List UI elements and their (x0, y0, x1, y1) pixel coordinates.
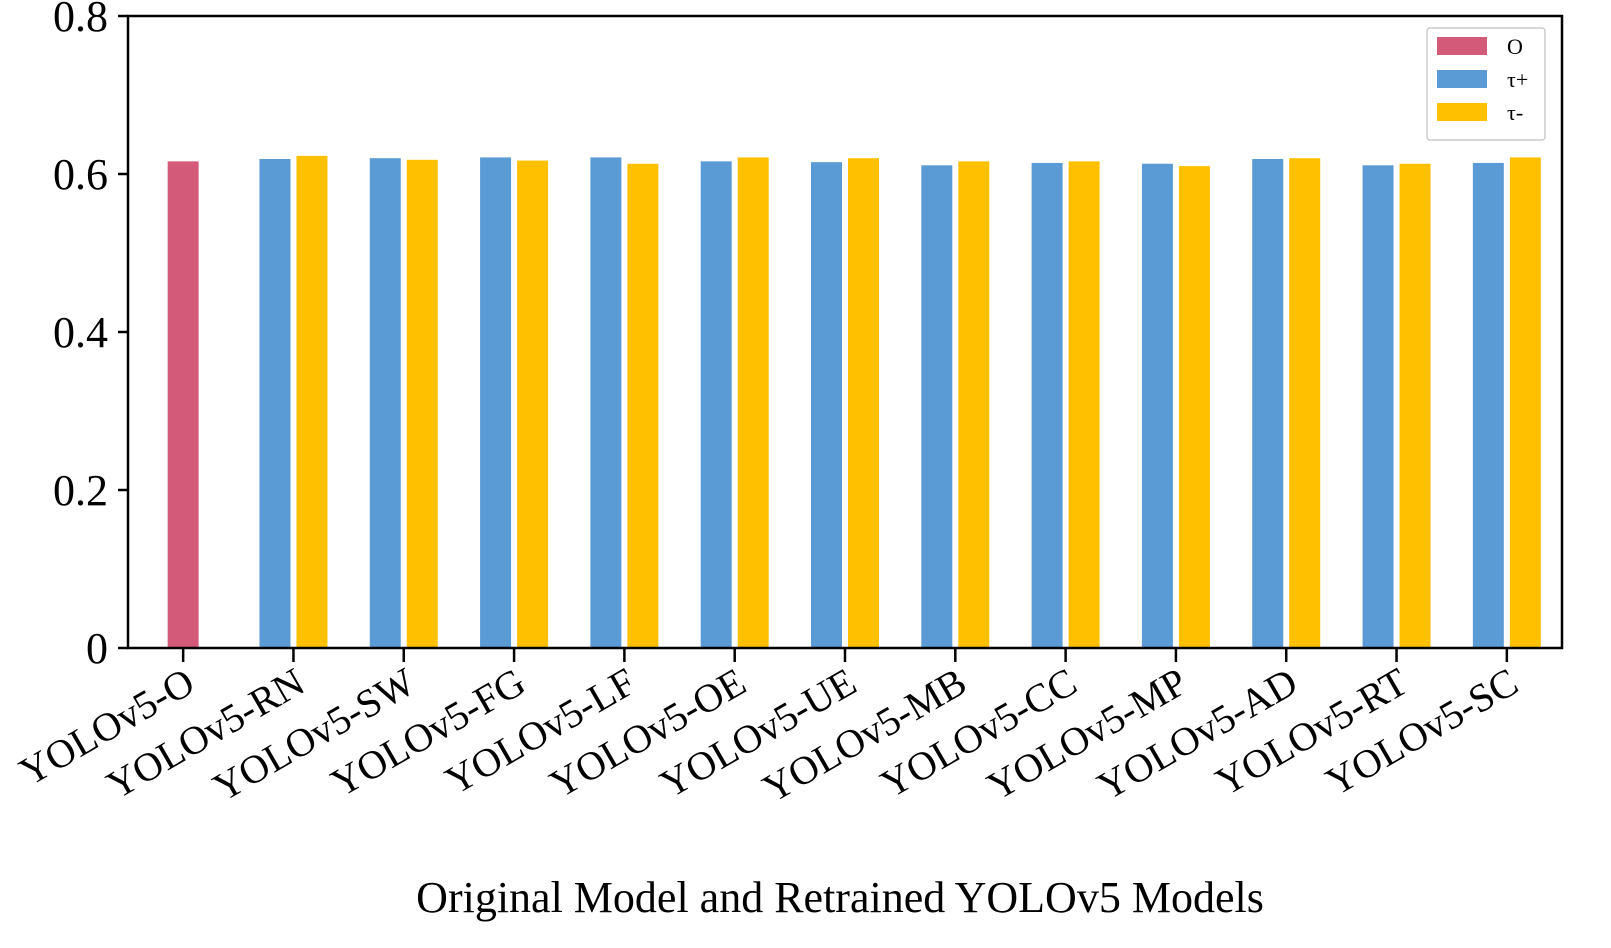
bar-YOLOv5-SW-tau-plus (369, 158, 401, 648)
bar-YOLOv5-CC-tau-minus (1068, 161, 1100, 649)
bar-YOLOv5-UE-tau-plus (811, 162, 842, 648)
legend-swatch (1437, 37, 1487, 55)
bar-YOLOv5-CC-tau-plus (1031, 162, 1063, 648)
bar-YOLOv5-AD-tau-minus (1289, 158, 1321, 648)
legend-swatch (1437, 70, 1487, 88)
bar-YOLOv5-LF-tau-plus (590, 157, 622, 648)
legend-label: O (1507, 34, 1523, 59)
bar-YOLOv5-MB-tau-plus (921, 165, 953, 648)
bar-YOLOv5-OE-tau-minus (737, 157, 769, 648)
bar-YOLOv5-AD-tau-plus (1252, 158, 1284, 649)
bar-YOLOv5-RT-tau-minus (1399, 163, 1431, 649)
bars-layer (167, 155, 1541, 649)
bar-YOLOv5-OE-tau-plus (700, 161, 732, 649)
bar-YOLOv5-RN-tau-plus (259, 158, 291, 649)
bar-YOLOv5-RN-tau-minus (296, 155, 328, 648)
bar-YOLOv5-SC-tau-plus (1472, 162, 1504, 648)
y-tick-label: 0.6 (53, 150, 108, 199)
legend: Oτ+ τ- (1426, 27, 1546, 141)
y-tick-label: 0.4 (53, 308, 108, 357)
bar-YOLOv5-RT-tau-plus (1362, 165, 1394, 648)
x-axis-title: Original Model and Retrained YOLOv5 Mode… (416, 873, 1264, 922)
bar-YOLOv5-FG-tau-plus (480, 157, 512, 648)
bar-YOLOv5-UE-tau-minus (848, 158, 879, 648)
y-tick-label: 0.8 (53, 0, 108, 41)
y-tick-label: 0 (86, 624, 108, 673)
bar-YOLOv5-LF-tau-minus (627, 163, 659, 649)
y-tick-label: 0.2 (53, 466, 108, 515)
legend-label: τ+ (1507, 67, 1528, 92)
legend-label: τ- (1507, 100, 1523, 125)
bar-YOLOv5-MB-tau-minus (958, 161, 990, 649)
bar-YOLOv5-MP-tau-plus (1141, 163, 1173, 649)
bar-YOLOv5-O-O (167, 161, 199, 649)
y-axis-ticks: 0 0.2 0.4 0.6 0.8 (53, 0, 128, 673)
bar-YOLOv5-SW-tau-minus (406, 159, 438, 648)
bar-YOLOv5-SC-tau-minus (1509, 157, 1541, 648)
legend-swatch (1437, 103, 1487, 121)
plot-frame (126, 14, 1564, 650)
bar-YOLOv5-MP-tau-minus (1178, 166, 1210, 648)
bar-YOLOv5-FG-tau-minus (517, 160, 549, 648)
